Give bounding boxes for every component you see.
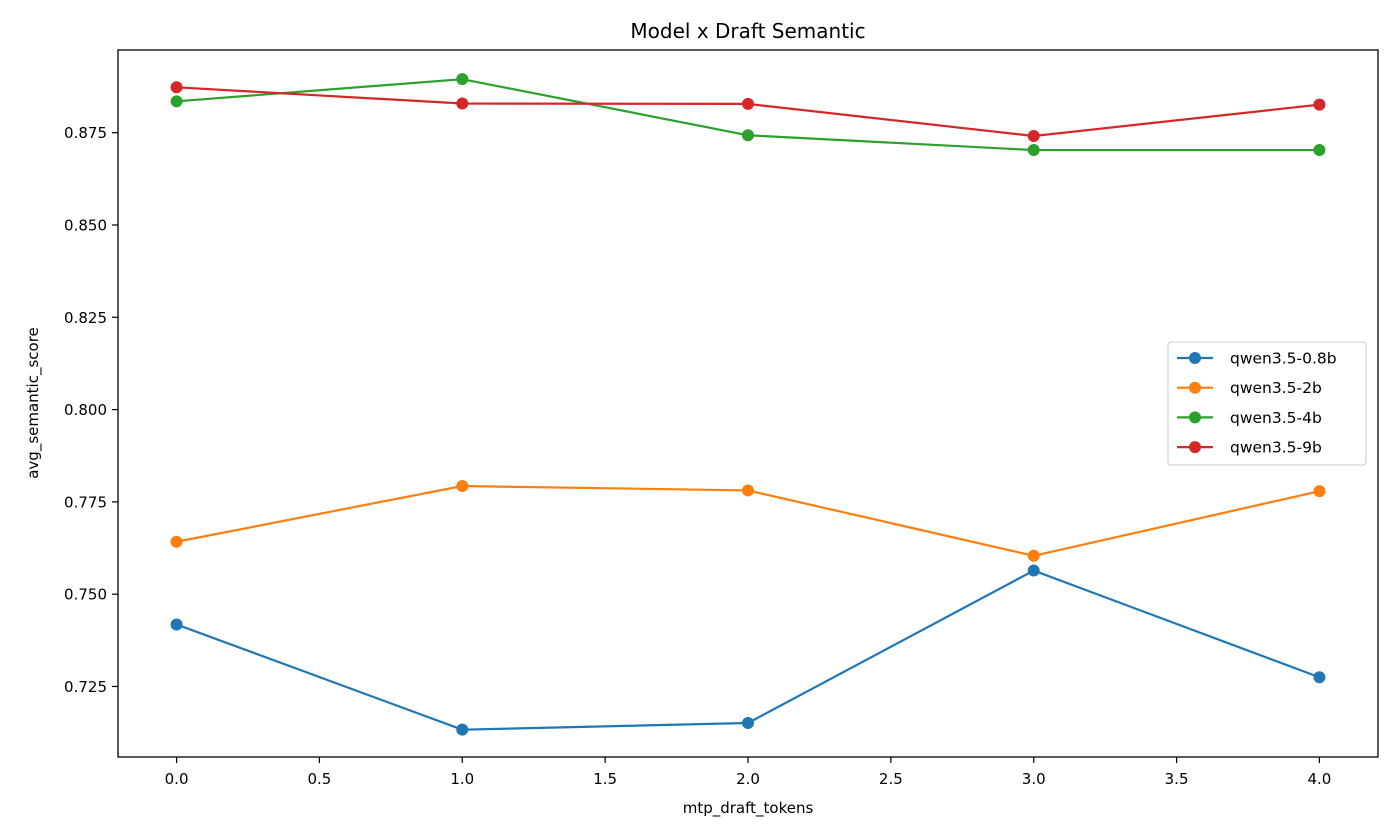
data-point-qwen3.5-9b — [456, 97, 469, 110]
y-tick-label: 0.800 — [64, 401, 107, 419]
x-axis-label: mtp_draft_tokens — [683, 799, 814, 818]
data-point-qwen3.5-4b — [742, 129, 754, 142]
data-point-qwen3.5-0.8b — [1027, 564, 1040, 577]
chart-title: Model x Draft Semantic — [630, 19, 865, 43]
data-point-qwen3.5-2b — [1313, 485, 1326, 498]
data-point-qwen3.5-2b — [170, 535, 183, 548]
data-point-qwen3.5-9b — [742, 97, 754, 110]
legend-label: qwen3.5-4b — [1230, 409, 1322, 427]
legend-swatch-marker — [1189, 381, 1201, 394]
x-tick-label: 4.0 — [1307, 770, 1331, 788]
y-axis-label: avg_semantic_score — [24, 327, 43, 479]
legend: qwen3.5-0.8b qwen3.5-2b qwen3.5-4b qwen3.5-… — [1167, 341, 1367, 466]
plot-area — [170, 73, 1326, 736]
legend-box — [1167, 341, 1367, 466]
y-tick-label: 0.825 — [64, 309, 107, 327]
y-tick-label: 0.775 — [64, 493, 107, 511]
legend-swatch-marker — [1189, 352, 1201, 364]
data-point-qwen3.5-4b — [170, 95, 183, 108]
x-tick-label: 0.5 — [307, 770, 331, 788]
data-point-qwen3.5-4b — [1027, 144, 1040, 157]
data-point-qwen3.5-2b — [742, 484, 754, 497]
data-point-qwen3.5-2b — [1027, 549, 1040, 562]
x-axis: 0.0 0.5 1.0 1.5 2.0 2.5 3.0 3.5 4.0 — [165, 757, 1331, 788]
plot-frame — [117, 49, 1379, 758]
legend-label: qwen3.5-2b — [1230, 379, 1322, 397]
x-tick-label: 1.0 — [450, 770, 474, 788]
data-point-qwen3.5-9b — [1313, 98, 1326, 111]
x-tick-label: 2.5 — [879, 770, 903, 788]
data-point-qwen3.5-0.8b — [1313, 671, 1326, 684]
x-tick-label: 0.0 — [165, 770, 189, 788]
legend-label: qwen3.5-0.8b — [1230, 350, 1337, 368]
y-tick-label: 0.750 — [64, 586, 107, 604]
legend-swatch-marker — [1189, 441, 1201, 454]
data-point-qwen3.5-4b — [1313, 144, 1326, 157]
y-tick-label: 0.850 — [64, 216, 107, 234]
y-tick-label: 0.875 — [64, 124, 107, 142]
x-tick-label: 3.5 — [1165, 770, 1189, 788]
x-tick-label: 2.0 — [736, 770, 760, 788]
x-tick-label: 3.0 — [1022, 770, 1046, 788]
data-point-qwen3.5-9b — [1027, 130, 1040, 143]
y-axis: 0.725 0.750 0.775 0.800 0.825 0.850 0.875 — [64, 124, 118, 696]
data-point-qwen3.5-4b — [456, 73, 469, 86]
legend-label: qwen3.5-9b — [1230, 439, 1322, 457]
data-point-qwen3.5-9b — [170, 81, 183, 94]
legend-swatch-marker — [1189, 411, 1201, 424]
y-tick-label: 0.725 — [64, 678, 107, 696]
data-point-qwen3.5-0.8b — [170, 618, 183, 631]
data-point-qwen3.5-2b — [456, 480, 469, 493]
x-tick-label: 1.5 — [593, 770, 617, 788]
data-point-qwen3.5-0.8b — [456, 723, 469, 736]
data-point-qwen3.5-0.8b — [742, 717, 754, 730]
